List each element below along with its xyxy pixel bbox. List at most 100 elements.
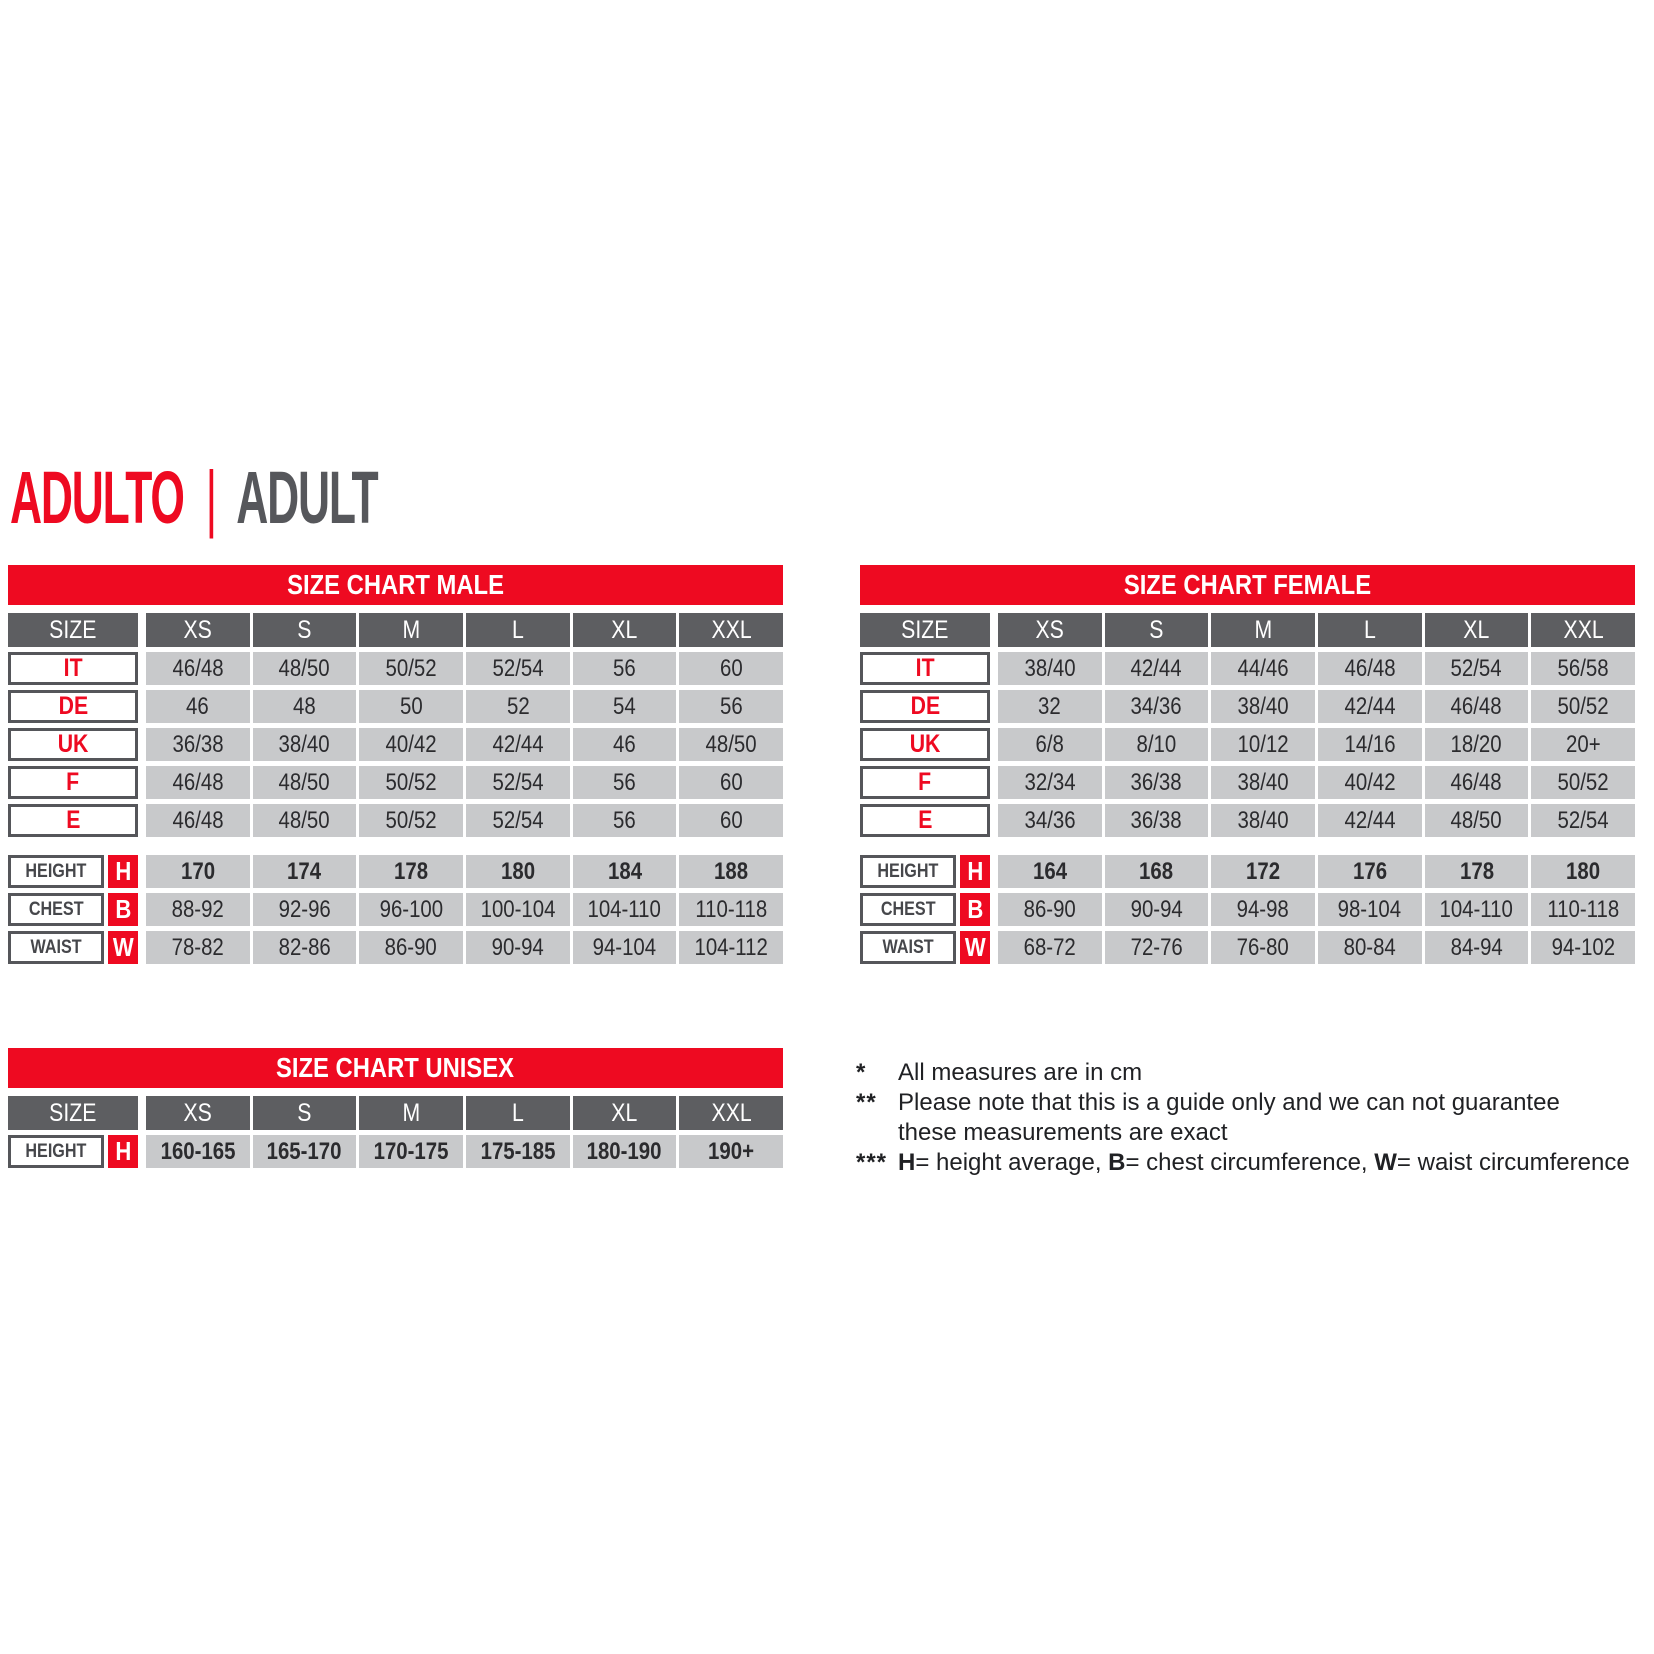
measure-value-cell-text: 164 [1032, 857, 1067, 885]
size-system-label: F [8, 766, 138, 799]
column-header-l-text: L [1363, 615, 1376, 644]
size-value-cell: 60 [679, 804, 784, 837]
size-value-cell: 56 [572, 766, 677, 799]
size-system-label: UK [8, 728, 138, 761]
measure-value-cell: 176 [1318, 855, 1422, 888]
column-header-m-text: M [1254, 615, 1273, 644]
measure-label: CHEST B [8, 893, 138, 926]
size-system-label: UK [860, 728, 990, 761]
measure-name: WAIST [8, 931, 104, 964]
size-value-cell: 50/52 [1531, 690, 1636, 723]
column-header-xxl: XXL [1531, 613, 1636, 647]
size-value-cell-text: 52 [506, 692, 530, 720]
measure-letter-text: B [115, 894, 131, 924]
measure-value-cell: 175-185 [466, 1135, 570, 1168]
measure-value-cell-text: 94-102 [1551, 933, 1615, 961]
measure-value-cell: 180-190 [572, 1135, 677, 1168]
size-value-cell-text: 32/34 [1024, 768, 1076, 796]
size-system-label: F [860, 766, 990, 799]
size-value-cell: 48/50 [1424, 804, 1529, 837]
size-value-cell: 42/44 [1104, 652, 1209, 685]
measure-value-cell: 110-118 [1531, 893, 1636, 926]
size-value-cell: 52/54 [1424, 652, 1529, 685]
size-value-cell-text: 48/50 [278, 768, 331, 796]
measure-value-cell-text: 80-84 [1343, 933, 1396, 961]
size-header-cell-text: SIZE [901, 615, 949, 644]
measure-value-cell: 92-96 [252, 893, 357, 926]
column-header-m: M [359, 1096, 464, 1130]
measure-value-cell-text: 165-170 [267, 1137, 342, 1165]
size-value-cell-text: 46/48 [172, 768, 224, 796]
size-value-cell-text: 42/44 [492, 730, 544, 758]
measure-value-cell-text: 168 [1139, 857, 1174, 885]
size-header-cell: SIZE [8, 613, 138, 647]
footnote-term: B [1108, 1149, 1126, 1176]
size-value-cell-text: 38/40 [1024, 654, 1076, 682]
measure-value-cell: 104-112 [679, 931, 784, 964]
measure-value-cell-text: 94-104 [592, 933, 657, 961]
size-value-cell: 46/48 [1318, 652, 1422, 685]
size-value-cell-text: 44/46 [1237, 654, 1289, 682]
size-value-cell: 46/48 [146, 804, 250, 837]
measure-value-cell: 94-104 [572, 931, 677, 964]
measure-value-cell-text: 104-110 [1439, 895, 1514, 923]
footnote-text-part: All measures are in cm [898, 1059, 1143, 1086]
measure-name: CHEST [860, 893, 956, 926]
measure-value-cell: 68-72 [998, 931, 1102, 964]
size-value-cell: 38/40 [1211, 766, 1316, 799]
size-value-cell: 60 [679, 652, 784, 685]
size-value-cell: 52 [466, 690, 570, 723]
footnote-text-part: = chest circumference, [1125, 1149, 1375, 1176]
chart-title-female: SIZE CHART FEMALE [860, 565, 1635, 605]
footnote-text: All measures are in cm [898, 1058, 1652, 1088]
size-value-cell: 48/50 [252, 766, 357, 799]
column-header-xxl-text: XXL [1563, 615, 1604, 644]
size-value-cell-text: 36/38 [172, 730, 224, 758]
size-row-uk: UK 36/38 38/40 40/42 42/44 46 48/50 [8, 728, 784, 761]
measure-value-cell-text: 178 [1459, 857, 1494, 885]
measure-value-cell-text: 88-92 [171, 895, 224, 923]
size-value-cell: 38/40 [1211, 690, 1316, 723]
measure-value-cell: 98-104 [1318, 893, 1422, 926]
size-value-cell: 48/50 [252, 804, 357, 837]
size-value-cell: 52/54 [466, 804, 570, 837]
column-header-s-text: S [297, 1098, 312, 1127]
measure-value-cell-text: 170-175 [373, 1137, 449, 1165]
measure-row-height: HEIGHT H 170 174 178 180 184 188 [8, 855, 784, 888]
size-value-cell: 36/38 [1104, 766, 1209, 799]
size-value-cell: 46 [572, 728, 677, 761]
footnote-marker: *** [856, 1149, 888, 1176]
measure-value-cell: 188 [679, 855, 784, 888]
chart-title-unisex: SIZE CHART UNISEX [8, 1048, 783, 1088]
measure-name-text: HEIGHT [25, 860, 87, 882]
measure-row-values: 86-90 90-94 94-98 98-104 104-110 110-118 [998, 893, 1636, 926]
measure-value-cell: 170 [146, 855, 250, 888]
measure-value-cell-text: 172 [1246, 857, 1281, 885]
measure-value-cell-text: 82-86 [278, 933, 331, 961]
header-row: SIZE XS S M L XL XXL [8, 1096, 784, 1130]
column-header-s: S [252, 613, 357, 647]
measure-row-values: 88-92 92-96 96-100 100-104 104-110 110-118 [146, 893, 784, 926]
size-row-uk: UK 6/8 8/10 10/12 14/16 18/20 20+ [860, 728, 1636, 761]
column-header-s-text: S [1149, 615, 1164, 644]
measure-name-text: WAIST [30, 936, 82, 958]
measure-letter-text: H [115, 856, 131, 886]
column-header-xl: XL [572, 613, 677, 647]
measure-value-cell-text: 175-185 [480, 1137, 556, 1165]
size-value-cell-text: 46 [186, 692, 210, 720]
size-value-cell: 60 [679, 766, 784, 799]
size-system-label-text: F [918, 768, 932, 796]
size-system-label-text: IT [915, 654, 935, 682]
size-value-cell-text: 38/40 [1237, 806, 1289, 834]
size-value-cell-text: 40/42 [1344, 768, 1396, 796]
size-value-cell: 36/38 [146, 728, 250, 761]
size-chart-male: SIZE CHART MALE SIZE XS S M L XL XXL IT 46/48 48/5… [8, 565, 784, 969]
measure-value-cell-text: 174 [287, 857, 322, 885]
measure-letter-text: H [967, 856, 983, 886]
measure-name: HEIGHT [860, 855, 956, 888]
measure-value-cell: 190+ [679, 1135, 784, 1168]
size-value-cell-text: 34/36 [1024, 806, 1076, 834]
measure-row-waist: WAIST W 68-72 72-76 76-80 80-84 84-94 94-102 [860, 931, 1636, 964]
footnote-marker: ** [856, 1089, 877, 1116]
